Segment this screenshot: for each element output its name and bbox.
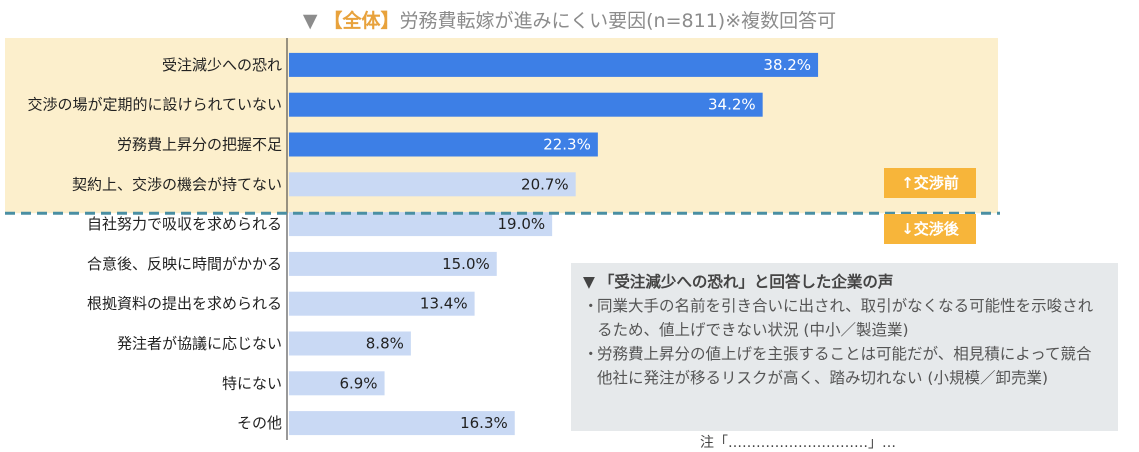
company-voices-box: ▼ 「受注減少への恐れ」と回答した企業の声 ・ 同業大手の名前を引き合いに出され、… — [571, 263, 1118, 431]
category-label: 契約上、交渉の機会が持てない — [72, 175, 282, 193]
voice-text: 労務費上昇分の値上げを主張することは可能だが、相見積によって競合他社に発注が移る… — [597, 345, 1092, 387]
voices-marker-icon: ▼ — [583, 273, 595, 291]
value-label: 6.9% — [339, 374, 377, 392]
value-label: 13.4% — [420, 295, 468, 313]
value-label: 38.2% — [763, 56, 811, 74]
category-label: 交渉の場が定期的に設けられていない — [27, 96, 282, 114]
value-label: 22.3% — [543, 136, 591, 154]
voices-heading: ▼ 「受注減少への恐れ」と回答した企業の声 — [583, 270, 1106, 294]
bar — [289, 132, 598, 157]
after-negotiation-tag: ↓交渉後 — [884, 214, 976, 244]
category-label: 発注者が協議に応じない — [117, 335, 282, 353]
value-label: 20.7% — [521, 175, 569, 193]
bar — [289, 291, 475, 316]
category-label: 受注減少への恐れ — [162, 56, 282, 74]
bullet: ・ — [583, 297, 599, 315]
bar — [289, 251, 497, 276]
bar — [289, 92, 763, 117]
value-label: 19.0% — [497, 215, 545, 233]
value-label: 34.2% — [708, 96, 756, 114]
chart-title: ▼ 【全体】労務費転嫁が進みにくい要因(n=811)※複数回答可 — [0, 6, 1139, 33]
voice-text: 同業大手の名前を引き合いに出され、取引がなくなる可能性を示唆されるため、値上げで… — [597, 297, 1094, 339]
bar-chart: 受注減少への恐れ 38.2% 交渉の場が定期的に設けられていない 34.2% 労務費上昇… — [5, 38, 1000, 440]
bar — [289, 172, 576, 197]
title-text: 労務費転嫁が進みにくい要因(n=811)※複数回答可 — [399, 10, 837, 32]
value-label: 16.3% — [460, 414, 508, 432]
category-label: 労務費上昇分の把握不足 — [117, 136, 282, 154]
value-label: 8.8% — [366, 335, 404, 353]
bar — [289, 371, 385, 396]
bar — [289, 52, 819, 77]
bar — [289, 212, 553, 237]
voices-heading-text: 「受注減少への恐れ」と回答した企業の声 — [598, 273, 894, 291]
category-label: 特にない — [222, 374, 282, 392]
category-label: その他 — [237, 414, 282, 432]
category-label: 根拠資料の提出を求められる — [87, 295, 282, 313]
bar — [289, 411, 515, 436]
bar — [289, 331, 411, 356]
bullet: ・ — [583, 345, 599, 363]
footnote-cutoff: 注「…………………………」… — [700, 435, 896, 451]
category-label: 合意後、反映に時間がかかる — [87, 255, 282, 273]
title-bracket: 【全体】 — [323, 10, 400, 32]
voice-item: ・ 同業大手の名前を引き合いに出され、取引がなくなる可能性を示唆されるため、値上… — [583, 294, 1106, 342]
voice-item: ・ 労務費上昇分の値上げを主張することは可能だが、相見積によって競合他社に発注が… — [583, 342, 1106, 390]
title-marker-icon: ▼ — [302, 10, 318, 32]
category-label: 自社努力で吸収を求められる — [87, 215, 282, 233]
value-label: 15.0% — [442, 255, 490, 273]
before-negotiation-tag: ↑交渉前 — [884, 168, 976, 198]
